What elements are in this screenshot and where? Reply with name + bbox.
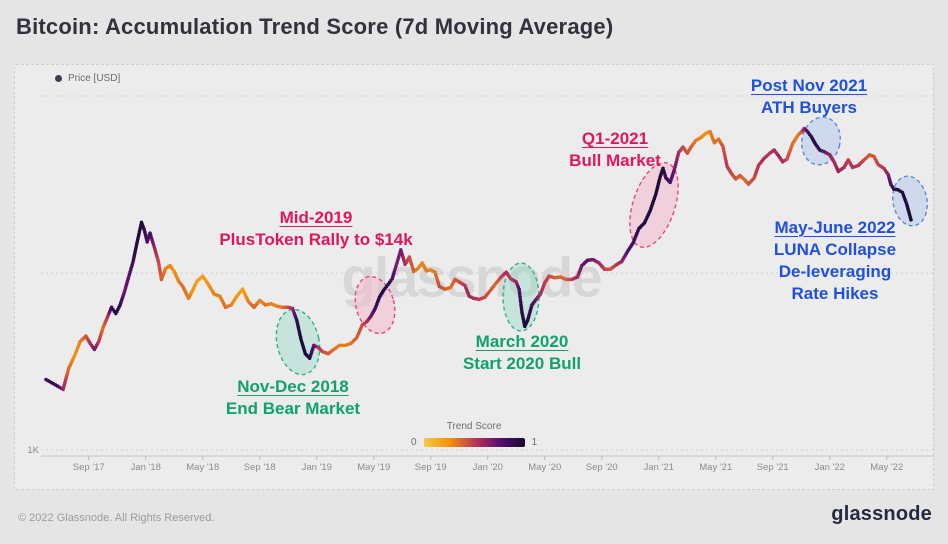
annotation-nov-dec-2018-title: Nov-Dec 2018 [237,377,349,396]
annotation-march-2020-text: Start 2020 Bull [462,354,582,373]
svg-text:Sep '18: Sep '18 [244,462,276,473]
svg-text:May '19: May '19 [357,462,390,473]
price-series-label: Price [USD] [68,73,121,84]
price-series-dot-icon [55,75,62,82]
svg-text:Jan '20: Jan '20 [473,462,503,473]
svg-text:Sep '21: Sep '21 [757,462,789,473]
annotation-may-june-2022-text-2: De-leveraging [778,262,892,281]
annotation-q1-2021-text: Bull Market [569,151,661,170]
annotation-post-nov-2021: Post Nov 2021 ATH Buyers [751,75,867,119]
annotation-mid-2019-title: Mid-2019 [279,208,353,227]
annotation-may-june-2022-title: May-June 2022 [774,218,896,237]
annotation-q1-2021: Q1-2021 Bull Market [569,128,661,172]
annotation-may-june-2022: May-June 2022 LUNA Collapse De-leveragin… [774,217,896,305]
svg-text:Jan '21: Jan '21 [644,462,674,473]
trend-score-label: Trend Score [446,421,502,432]
footer-copyright: © 2022 Glassnode. All Rights Reserved. [18,512,215,524]
annotation-may-june-2022-text-3: Rate Hikes [791,284,879,303]
svg-text:Sep '17: Sep '17 [73,462,105,473]
annotation-march-2020-title: March 2020 [475,332,569,351]
price-series-legend: Price [USD] [55,73,120,84]
svg-text:Jan '18: Jan '18 [131,462,161,473]
annotation-mid-2019: Mid-2019 PlusToken Rally to $14k [219,207,412,251]
price-trend-chart: Sep '17 Jan '18 May '18 Sep '18 Jan '19 May '… [27,73,935,473]
chart-card: glassnode Sep '17 Jan '18 May '18 Sep '18 Ja… [14,64,935,490]
annotation-nov-dec-2018-text: End Bear Market [225,399,361,418]
svg-text:Sep '19: Sep '19 [415,462,447,473]
annotation-mid-2019-text: PlusToken Rally to $14k [219,230,413,249]
glassnode-logo: glassnode [831,503,932,525]
page-title: Bitcoin: Accumulation Trend Score (7d Mo… [16,14,614,39]
svg-text:May '18: May '18 [186,462,219,473]
svg-text:Jan '22: Jan '22 [815,462,845,473]
annotation-post-nov-2021-title: Post Nov 2021 [750,76,868,95]
svg-text:Jan '19: Jan '19 [302,462,332,473]
svg-text:Sep '20: Sep '20 [586,462,618,473]
trend-score-min: 0 [411,437,417,448]
trend-score-gradient-bar [423,438,525,447]
annotation-may-june-2022-text-1: LUNA Collapse [773,240,897,259]
annotation-post-nov-2021-text: ATH Buyers [760,98,858,117]
svg-text:May '21: May '21 [699,462,732,473]
annotation-nov-dec-2018: Nov-Dec 2018 End Bear Market [226,376,360,420]
svg-text:May '22: May '22 [870,462,903,473]
svg-text:May '20: May '20 [528,462,561,473]
annotation-q1-2021-title: Q1-2021 [581,129,649,148]
annotation-march-2020: March 2020 Start 2020 Bull [463,331,581,375]
trend-score-max: 1 [531,437,538,448]
trend-score-legend: Trend Score 0 1 [411,421,537,448]
svg-text:1K: 1K [27,445,39,456]
